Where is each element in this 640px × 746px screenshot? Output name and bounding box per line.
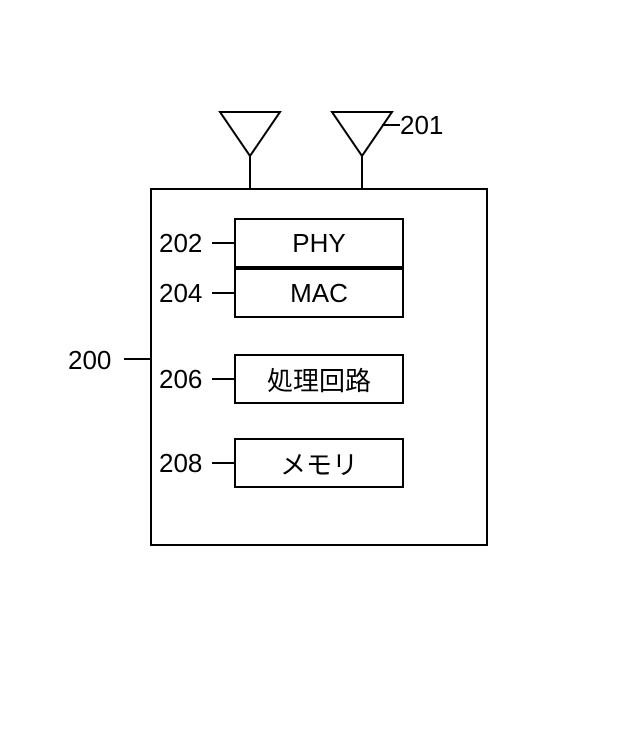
refnum-208-tick <box>212 462 234 464</box>
antenna-left-icon <box>218 110 282 188</box>
refnum-204: 204 <box>159 278 202 309</box>
refnum-201-tick <box>382 124 400 126</box>
memory-block-label: メモリ <box>280 445 358 482</box>
refnum-202-tick <box>212 242 234 244</box>
refnum-202: 202 <box>159 228 202 259</box>
antenna-right-icon <box>330 110 394 188</box>
refnum-200-tick <box>124 358 150 360</box>
refnum-201: 201 <box>400 110 443 141</box>
diagram-canvas: PHY MAC 処理回路 メモリ 200 201 202 204 206 208 <box>0 0 640 746</box>
memory-block: メモリ <box>234 438 404 488</box>
refnum-206-tick <box>212 378 234 380</box>
mac-block-label: MAC <box>290 278 348 309</box>
proc-block: 処理回路 <box>234 354 404 404</box>
refnum-200: 200 <box>68 345 111 376</box>
mac-block: MAC <box>234 268 404 318</box>
phy-block-label: PHY <box>292 228 345 259</box>
proc-block-label: 処理回路 <box>267 361 371 398</box>
refnum-204-tick <box>212 292 234 294</box>
phy-block: PHY <box>234 218 404 268</box>
refnum-208: 208 <box>159 448 202 479</box>
refnum-206: 206 <box>159 364 202 395</box>
